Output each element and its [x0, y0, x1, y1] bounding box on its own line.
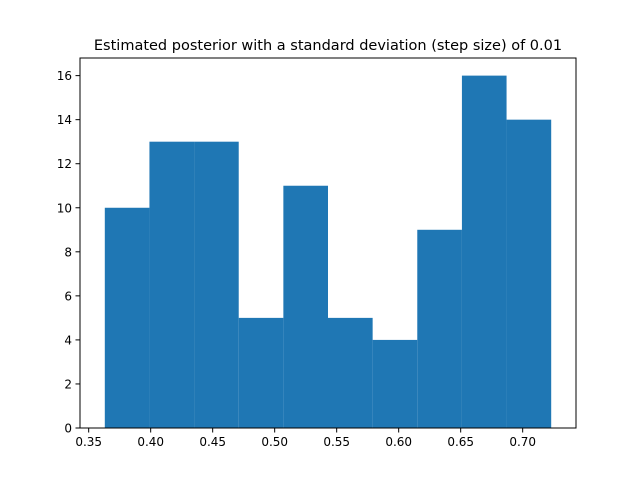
y-tick-label: 6: [64, 289, 72, 303]
x-tick-label: 0.55: [323, 435, 350, 449]
chart-title: Estimated posterior with a standard devi…: [94, 38, 562, 54]
x-tick-label: 0.65: [447, 435, 474, 449]
y-tick-label: 12: [57, 157, 72, 171]
x-tick-label: 0.45: [199, 435, 226, 449]
y-tick-label: 4: [64, 333, 72, 347]
bars-group: [104, 75, 552, 429]
x-tick-label: 0.40: [137, 435, 164, 449]
histogram-bar-2: [149, 141, 195, 428]
x-tick-label: 0.50: [261, 435, 288, 449]
histogram-bar-10: [506, 119, 552, 429]
y-axis: 0 2 4 6 8 10 12 14 16: [57, 69, 80, 436]
histogram-bar-6: [328, 317, 373, 428]
plot-frame: [79, 57, 577, 429]
y-tick-label: 2: [64, 377, 72, 391]
x-tick-label: 0.70: [509, 435, 536, 449]
x-axis: 0.35 0.40 0.45 0.50 0.55 0.60 0.65 0.70: [75, 428, 536, 449]
y-tick-label: 16: [57, 69, 72, 83]
histogram-bar-9: [461, 75, 507, 428]
x-tick-label: 0.35: [75, 435, 102, 449]
histogram-bar-5: [283, 185, 328, 428]
y-tick-label: 0: [64, 422, 72, 436]
y-tick-label: 8: [64, 245, 72, 259]
histogram-bar-1: [104, 207, 150, 428]
y-tick-label: 10: [57, 201, 72, 215]
x-tick-label: 0.60: [385, 435, 412, 449]
histogram-bar-8: [417, 229, 462, 428]
histogram-bar-7: [372, 339, 418, 428]
histogram-bar-4: [238, 317, 284, 428]
histogram-bar-3: [194, 141, 239, 428]
y-tick-label: 14: [57, 113, 72, 127]
